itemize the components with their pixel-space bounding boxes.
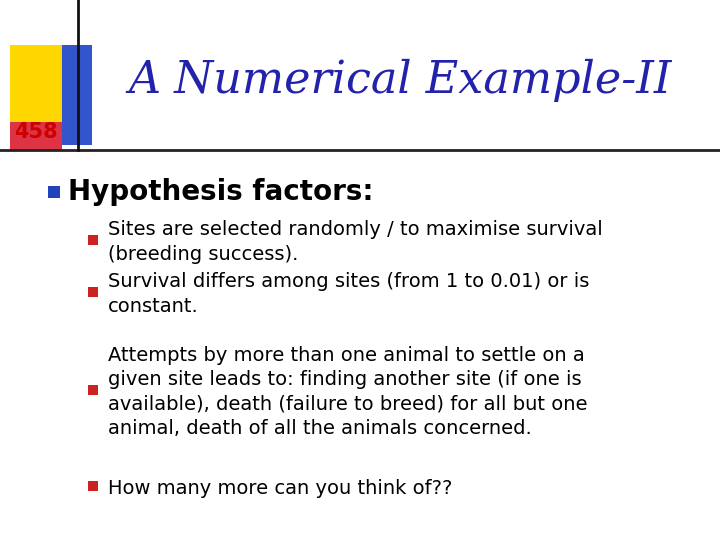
Bar <box>10 122 62 150</box>
Text: Hypothesis factors:: Hypothesis factors: <box>68 178 374 206</box>
Bar <box>88 481 98 491</box>
Bar <box>88 385 98 395</box>
Bar <box>88 235 98 245</box>
Text: 458: 458 <box>14 122 58 142</box>
Text: Survival differs among sites (from 1 to 0.01) or is
constant.: Survival differs among sites (from 1 to … <box>108 272 590 315</box>
Text: Attempts by more than one animal to settle on a
given site leads to: finding ano: Attempts by more than one animal to sett… <box>108 346 588 438</box>
Text: How many more can you think of??: How many more can you think of?? <box>108 478 452 497</box>
Bar <box>88 287 98 297</box>
Bar <box>62 45 92 145</box>
Bar <box>10 45 78 125</box>
Text: A Numerical Example-II: A Numerical Example-II <box>128 58 672 102</box>
Bar <box>48 186 60 198</box>
Text: Sites are selected randomly / to maximise survival
(breeding success).: Sites are selected randomly / to maximis… <box>108 220 603 264</box>
